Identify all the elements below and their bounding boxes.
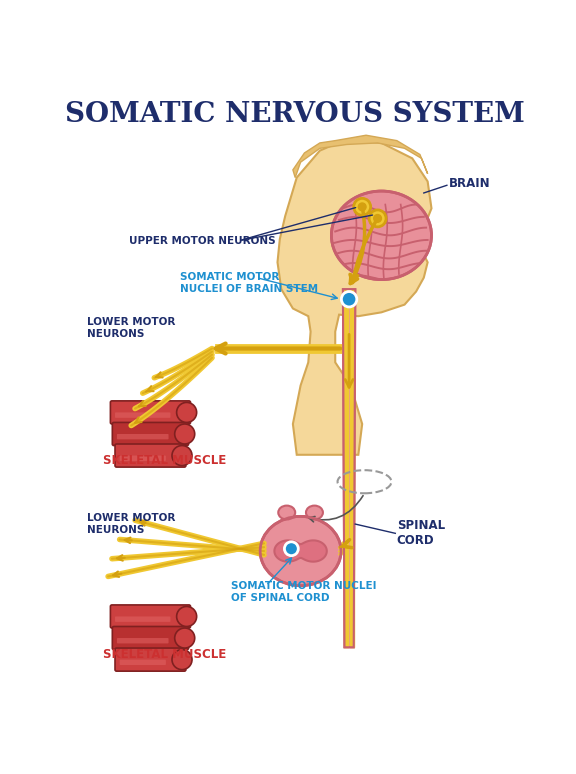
FancyBboxPatch shape <box>117 638 169 643</box>
Circle shape <box>172 649 192 670</box>
Ellipse shape <box>278 505 295 519</box>
Circle shape <box>369 210 386 227</box>
Polygon shape <box>274 540 327 562</box>
FancyBboxPatch shape <box>112 626 188 649</box>
FancyBboxPatch shape <box>112 423 188 446</box>
Text: LOWER MOTOR
NEURONS: LOWER MOTOR NEURONS <box>88 513 176 535</box>
FancyBboxPatch shape <box>120 456 166 461</box>
Text: BRAIN: BRAIN <box>449 177 490 190</box>
Circle shape <box>358 203 366 211</box>
Polygon shape <box>343 289 355 647</box>
Text: SOMATIC MOTOR
NUCLEI OF BRAIN STEM: SOMATIC MOTOR NUCLEI OF BRAIN STEM <box>180 272 318 294</box>
Circle shape <box>175 424 195 444</box>
Ellipse shape <box>306 505 323 519</box>
Circle shape <box>175 628 195 648</box>
Text: LOWER MOTOR
NEURONS: LOWER MOTOR NEURONS <box>88 317 176 338</box>
Circle shape <box>354 198 371 215</box>
Circle shape <box>285 542 298 556</box>
FancyBboxPatch shape <box>117 434 169 440</box>
Text: UPPER MOTOR NEURONS: UPPER MOTOR NEURONS <box>129 236 275 245</box>
Circle shape <box>172 446 192 465</box>
Text: SKELETAL MUSCLE: SKELETAL MUSCLE <box>103 454 226 467</box>
FancyBboxPatch shape <box>115 616 170 622</box>
Ellipse shape <box>260 516 341 586</box>
Polygon shape <box>293 135 427 177</box>
Circle shape <box>177 607 196 626</box>
FancyBboxPatch shape <box>115 413 170 418</box>
Text: SPINAL
CORD: SPINAL CORD <box>397 519 445 547</box>
Circle shape <box>177 402 196 423</box>
Text: SKELETAL MUSCLE: SKELETAL MUSCLE <box>103 649 226 662</box>
Circle shape <box>374 214 381 222</box>
FancyBboxPatch shape <box>115 444 186 467</box>
Circle shape <box>342 292 357 307</box>
FancyBboxPatch shape <box>111 401 191 424</box>
Text: SOMATIC MOTOR NUCLEI
OF SPINAL CORD: SOMATIC MOTOR NUCLEI OF SPINAL CORD <box>232 581 377 603</box>
Text: SOMATIC NERVOUS SYSTEM: SOMATIC NERVOUS SYSTEM <box>65 101 525 128</box>
FancyBboxPatch shape <box>120 659 166 665</box>
FancyBboxPatch shape <box>111 605 191 628</box>
Polygon shape <box>278 141 431 455</box>
FancyBboxPatch shape <box>115 648 186 671</box>
Ellipse shape <box>331 191 431 279</box>
